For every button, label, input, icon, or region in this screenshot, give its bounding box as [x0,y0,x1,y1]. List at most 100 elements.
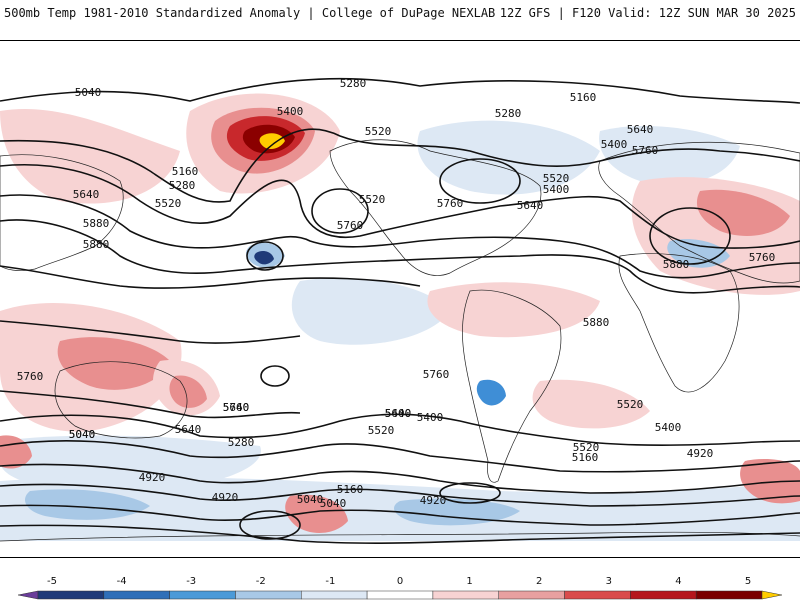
contour-label: 5760 [223,401,250,414]
contour-label: 5880 [83,217,110,230]
contour-label: 5520 [359,193,386,206]
warm-anomaly-region [169,375,207,408]
contour-label: 5640 [627,123,654,136]
contour-label: 4920 [420,494,447,507]
contour-label: 4920 [139,471,166,484]
colorbar-tick-label: 2 [536,576,542,587]
cool-anomaly-region [476,379,506,406]
colorbar-tick-label: 3 [606,576,612,587]
model-valid-time: 12Z GFS | F120 Valid: 12Z SUN MAR 30 202… [499,6,796,20]
colorbar-cell [498,590,565,600]
contour-label: 5400 [543,183,570,196]
contour-label: 5040 [320,497,347,510]
colorbar-cell [695,590,763,600]
closed-low-contour [311,188,369,234]
warm-anomaly-region [0,435,32,469]
contour-label: 5760 [437,197,464,210]
colorbar-cell [564,590,631,600]
south-america-coastline [462,289,562,483]
cool-anomaly-region [394,498,520,526]
colorbar-tick-label: 4 [675,576,681,587]
contour-label: 5640 [73,188,100,201]
colorbar-tick-label: -2 [256,576,266,587]
contour-label: 5280 [495,107,522,120]
colorbar-cell [169,590,236,600]
height-contour [0,163,800,249]
contour-label: 5040 [297,493,324,506]
warm-anomaly-region [740,459,800,504]
colorbar-cell [432,590,499,600]
contour-label: 5880 [83,238,110,251]
warm-anomaly-region [696,189,790,236]
closed-low-contour [439,158,521,204]
closed-high-contour [260,365,290,387]
contour-label: 5400 [601,138,628,151]
contour-label: 4920 [687,447,714,460]
cool-anomaly-region [291,277,450,345]
contour-label: 5400 [655,421,682,434]
warm-anomaly-peak [259,133,285,149]
colorbar-cells [17,590,783,600]
contour-label: 5880 [663,258,690,271]
contour-labels: 5040528054005160528056405520540051605280… [17,77,776,510]
contour-label: 4920 [212,491,239,504]
warm-anomaly-region [285,494,348,533]
colorbar-cell [630,590,697,600]
height-contour [0,463,800,494]
colorbar-extend-low [17,590,39,600]
antarctica-coastline [0,531,800,542]
height-contour [0,504,800,526]
contour-label: 5160 [172,165,199,178]
height-contour [0,483,800,507]
colorbar-cell [301,590,368,600]
contour-label: 5520 [573,441,600,454]
contour-label: 5760 [423,368,450,381]
contour-label: 5160 [570,91,597,104]
height-contour [0,219,800,294]
height-contour [0,194,800,279]
contour-label: 5400 [277,105,304,118]
warm-anomaly-region [57,337,171,390]
closed-low-contour [439,482,501,504]
asia-west-coastline [0,154,124,271]
contour-label: 5040 [69,428,96,441]
contour-label: 5520 [365,125,392,138]
warm-anomaly-region [427,282,600,338]
contour-label: 5400 [417,411,444,424]
contour-label: 5280 [169,179,196,192]
warm-anomaly-region [532,379,650,429]
closed-low-contour [246,241,284,271]
closed-low-contour [239,510,301,540]
height-contours [0,78,800,544]
contour-label: 5280 [228,436,255,449]
contour-label: 5160 [572,451,599,464]
height-contour [0,265,421,289]
colorbar-cell [366,590,434,600]
height-contour [0,78,800,104]
colorbar-tick-labels: -5 -4 -3 -2 -1 0 1 2 3 4 5 [47,576,751,587]
contour-label: 5880 [583,316,610,329]
colorbar-extend-high [761,590,783,600]
height-contour [0,128,800,203]
cool-anomaly-region [25,489,150,520]
height-contour [0,524,800,544]
cool-anomaly-region [254,251,274,265]
closed-low-contour [649,207,731,265]
contour-label: 5040 [75,86,102,99]
contour-label: 5040 [69,428,96,441]
contour-label: 5640 [175,423,202,436]
colorbar-cell [37,590,105,600]
contour-label: 5520 [543,172,570,185]
contour-label: 5640 [517,199,544,212]
height-contour [0,439,800,473]
cool-anomaly-region [417,120,600,195]
colorbar-tick-label: -5 [47,576,57,587]
colorbar-cell [235,590,302,600]
map-frame [0,40,800,558]
contour-label: 5520 [617,398,644,411]
cool-anomaly-region [599,126,740,185]
contour-label: 5640 [385,407,412,420]
colorbar-tick-label: -1 [325,576,335,587]
north-america-coastline [329,139,542,276]
warm-anomaly-region [0,109,180,204]
